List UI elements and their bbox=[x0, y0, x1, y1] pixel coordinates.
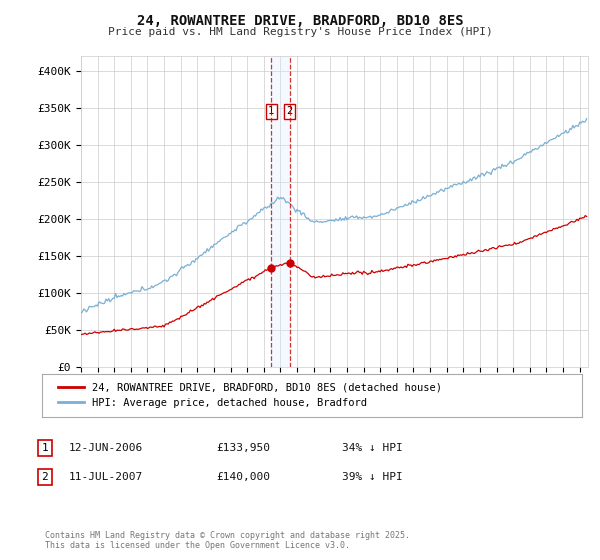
Legend: 24, ROWANTREE DRIVE, BRADFORD, BD10 8ES (detached house), HPI: Average price, de: 24, ROWANTREE DRIVE, BRADFORD, BD10 8ES … bbox=[53, 377, 448, 413]
Text: 1: 1 bbox=[268, 106, 274, 116]
Text: 2: 2 bbox=[41, 472, 49, 482]
Bar bbox=[271, 56, 290, 367]
Text: 1: 1 bbox=[41, 443, 49, 453]
Text: Contains HM Land Registry data © Crown copyright and database right 2025.
This d: Contains HM Land Registry data © Crown c… bbox=[45, 530, 410, 550]
Text: 34% ↓ HPI: 34% ↓ HPI bbox=[342, 443, 403, 453]
Text: £133,950: £133,950 bbox=[216, 443, 270, 453]
Text: Price paid vs. HM Land Registry's House Price Index (HPI): Price paid vs. HM Land Registry's House … bbox=[107, 27, 493, 37]
Text: 39% ↓ HPI: 39% ↓ HPI bbox=[342, 472, 403, 482]
Text: 12-JUN-2006: 12-JUN-2006 bbox=[69, 443, 143, 453]
Text: 24, ROWANTREE DRIVE, BRADFORD, BD10 8ES: 24, ROWANTREE DRIVE, BRADFORD, BD10 8ES bbox=[137, 14, 463, 28]
Text: £140,000: £140,000 bbox=[216, 472, 270, 482]
Text: 2: 2 bbox=[286, 106, 293, 116]
Text: 11-JUL-2007: 11-JUL-2007 bbox=[69, 472, 143, 482]
